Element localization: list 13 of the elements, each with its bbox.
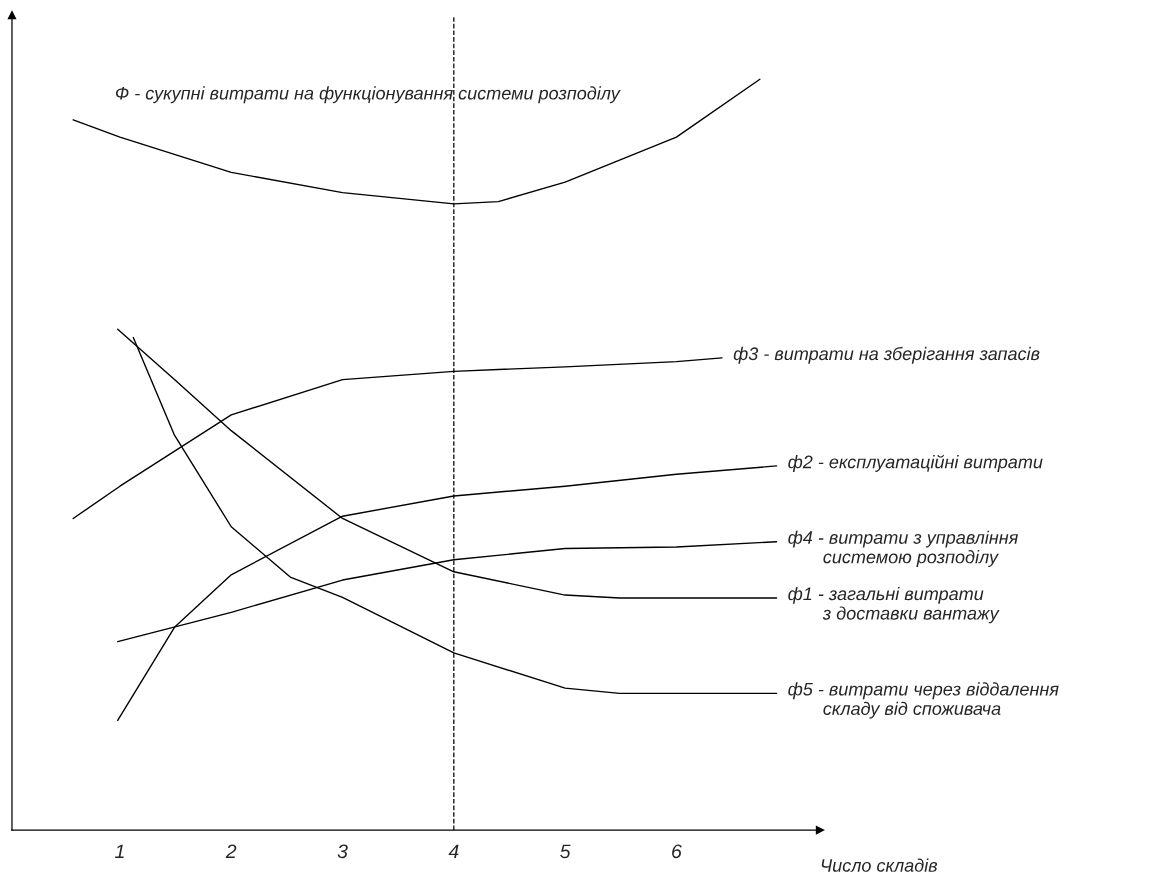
series-label: ф2 - експлуатаційні витрати xyxy=(788,454,1043,472)
series-label: Ф - сукупні витрати на функціонування системи розподілу xyxy=(115,86,621,104)
x-tick-label: 3 xyxy=(337,844,348,859)
x-tick-label: 5 xyxy=(560,844,571,859)
series-label: ф3 - витрати на зберігання запасів xyxy=(733,346,1040,364)
x-tick-label: 2 xyxy=(225,844,237,859)
x-tick-label: 4 xyxy=(448,844,459,859)
x-axis-title: Число складів xyxy=(821,858,938,872)
x-tick-label: 6 xyxy=(672,844,682,859)
x-tick-label: 1 xyxy=(115,844,124,859)
series-label: ф4 - витрати з управління системою розподілу xyxy=(788,530,1018,567)
series-label: ф1 - загальні витрати з доставки вантажу xyxy=(788,586,1000,624)
series-label: ф5 - витрати через віддалення складу від споживача xyxy=(788,682,1059,719)
